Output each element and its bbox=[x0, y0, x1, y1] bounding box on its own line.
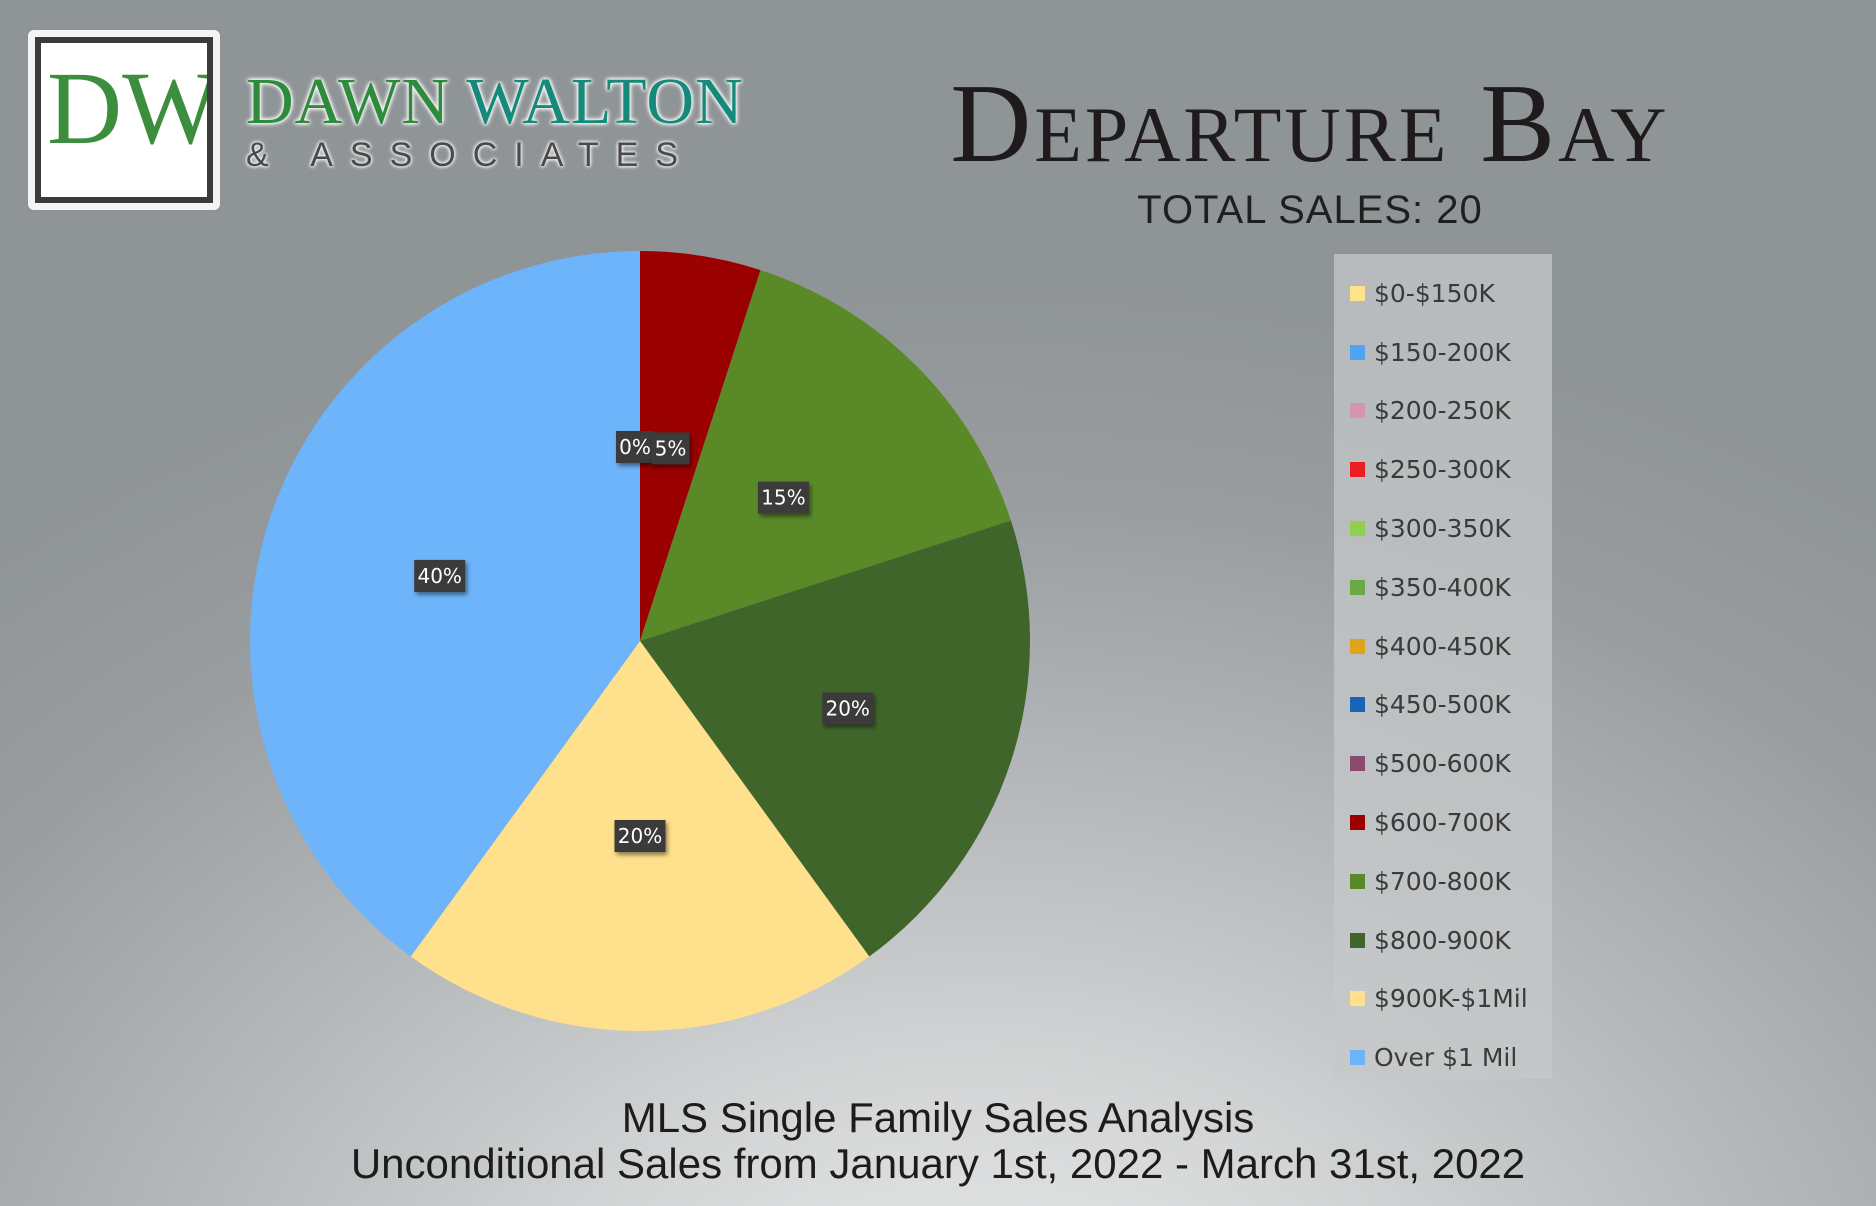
footer-date-range: Unconditional Sales from January 1st, 20… bbox=[350, 1140, 1526, 1187]
data-label-text: 5% bbox=[655, 436, 687, 460]
pie-slice-700-800k bbox=[640, 270, 1011, 641]
legend-swatch bbox=[1350, 873, 1365, 889]
legend-swatch bbox=[1350, 697, 1365, 713]
data-label-600-700k: 5% bbox=[651, 432, 690, 465]
data-label-box bbox=[614, 820, 666, 852]
legend-item-300-350k: $300-350K bbox=[1334, 499, 1552, 558]
pie-data-labels: 0% 5% 15% 20% 20% 40% bbox=[414, 431, 874, 852]
data-label-over-1-mil: 40% bbox=[414, 559, 466, 592]
data-label-box bbox=[414, 559, 466, 592]
legend-label: $500-600K bbox=[1374, 749, 1511, 779]
legend-label: Over $1 Mil bbox=[1374, 1043, 1518, 1073]
legend-label: $200-250K bbox=[1374, 396, 1511, 426]
legend-swatch bbox=[1350, 462, 1365, 478]
pie-slices bbox=[249, 251, 1031, 1032]
legend-label: $800-900K bbox=[1374, 925, 1511, 955]
legend-item-700-800k: $700-800K bbox=[1334, 852, 1552, 911]
legend-item-800-900k: $800-900K bbox=[1334, 911, 1552, 970]
legend-label: $900K-$1Mil bbox=[1374, 984, 1528, 1014]
data-label-box bbox=[616, 431, 654, 463]
data-label-text: 20% bbox=[618, 824, 662, 848]
legend-item-200-250k: $200-250K bbox=[1334, 382, 1552, 441]
data-label-500-600k: 0% bbox=[616, 431, 654, 463]
legend-item-0-150k: $0-$150K bbox=[1334, 264, 1552, 323]
brand-subtitle: & ASSOCIATES bbox=[246, 136, 696, 174]
data-label-box bbox=[651, 432, 690, 465]
data-label-box bbox=[757, 481, 809, 514]
legend-item-over-1-mil: Over $1 Mil bbox=[1334, 1028, 1552, 1087]
data-label-800-900k: 20% bbox=[822, 692, 874, 725]
legend-label: $350-400K bbox=[1374, 572, 1511, 602]
legend-swatch bbox=[1350, 1050, 1365, 1066]
legend-label: $700-800K bbox=[1374, 866, 1511, 896]
data-label-box bbox=[822, 692, 874, 725]
pie-slice-800-900k bbox=[640, 520, 1031, 957]
total-sales: TOTAL SALES: 20 bbox=[1137, 188, 1483, 232]
logo-monogram: DW bbox=[47, 51, 207, 166]
chart-legend: $0-$150K $150-200K $200-250K $250-300K $300-… bbox=[1334, 254, 1552, 1079]
legend-swatch bbox=[1350, 991, 1365, 1007]
legend-item-400-450k: $400-450K bbox=[1334, 617, 1552, 676]
legend-item-600-700k: $600-700K bbox=[1334, 793, 1552, 852]
brand-wordmark: DAWN WALTON & ASSOCIATES bbox=[246, 68, 744, 175]
legend-swatch bbox=[1350, 756, 1365, 772]
legend-label: $400-450K bbox=[1374, 631, 1511, 661]
legend-swatch bbox=[1350, 815, 1365, 831]
data-label-text: 15% bbox=[761, 486, 805, 510]
data-label-700-800k: 15% bbox=[757, 481, 809, 514]
legend-label: $450-500K bbox=[1374, 690, 1511, 720]
legend-item-350-400k: $350-400K bbox=[1334, 558, 1552, 617]
legend-swatch bbox=[1350, 285, 1365, 301]
data-label-text: 40% bbox=[417, 564, 461, 588]
legend-item-500-600k: $500-600K bbox=[1334, 734, 1552, 793]
legend-swatch bbox=[1350, 638, 1365, 654]
legend-item-150-200k: $150-200K bbox=[1334, 323, 1552, 382]
footer-subtitle: MLS Single Family Sales Analysis bbox=[621, 1094, 1255, 1141]
pie-slice-over-1-mil bbox=[249, 251, 640, 957]
data-label-text: 20% bbox=[825, 697, 869, 721]
legend-swatch bbox=[1350, 344, 1365, 360]
brand-name-first: DAWN bbox=[246, 65, 450, 138]
legend-swatch bbox=[1350, 579, 1365, 595]
legend-item-450-500k: $450-500K bbox=[1334, 676, 1552, 735]
company-logo: DW bbox=[28, 30, 220, 210]
logo-monogram-text: DW bbox=[47, 51, 207, 166]
legend-item-250-300k: $250-300K bbox=[1334, 440, 1552, 499]
brand-name-last: WALTON bbox=[466, 65, 744, 138]
legend-item-900k-1mil: $900K-$1Mil bbox=[1334, 970, 1552, 1029]
logo-monogram-frame: DW bbox=[35, 37, 213, 203]
legend-label: $600-700K bbox=[1374, 808, 1511, 838]
legend-swatch bbox=[1350, 403, 1365, 419]
legend-label: $300-350K bbox=[1374, 514, 1511, 544]
legend-label: $250-300K bbox=[1374, 455, 1511, 485]
legend-swatch bbox=[1350, 521, 1365, 537]
legend-label: $0-$150K bbox=[1374, 278, 1495, 308]
data-label-text: 0% bbox=[619, 435, 651, 459]
pie-slice-600-700k bbox=[640, 251, 761, 641]
data-label-900k-1mil: 20% bbox=[614, 820, 666, 852]
legend-label: $150-200K bbox=[1374, 337, 1511, 367]
page-title: Departure Bay bbox=[950, 62, 1670, 186]
legend-swatch bbox=[1350, 932, 1365, 948]
